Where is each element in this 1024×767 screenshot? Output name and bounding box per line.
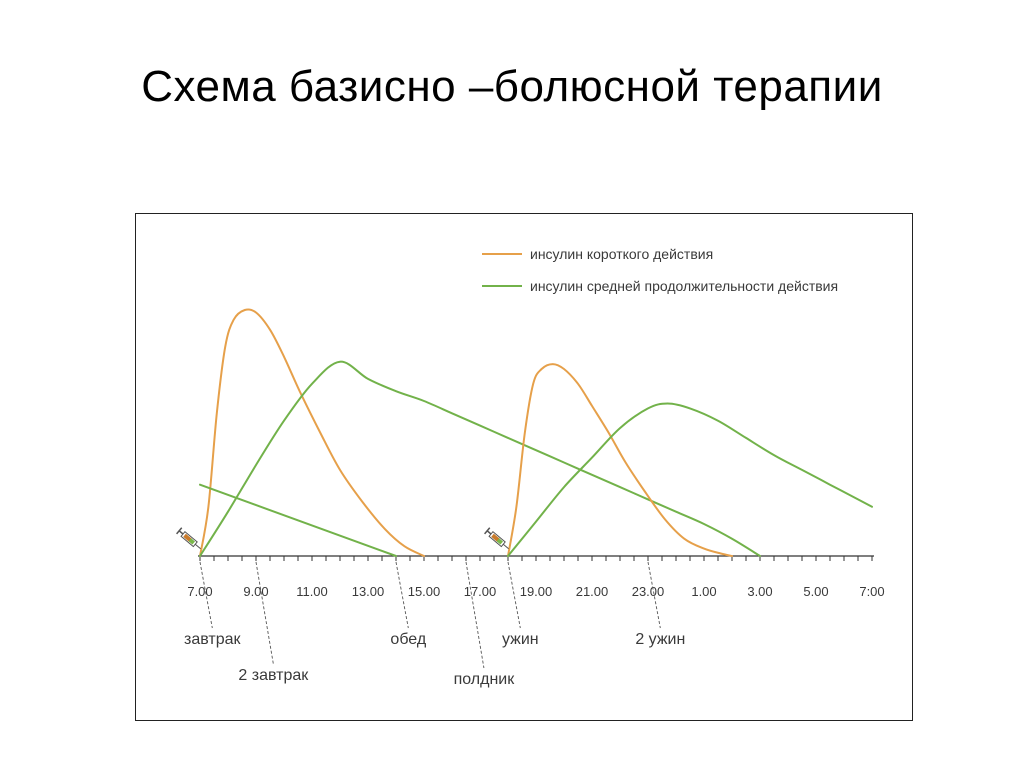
- series-line-1: [199, 360, 761, 557]
- meal-label: ужин: [502, 631, 539, 648]
- legend-label: инсулин короткого действия: [530, 246, 713, 262]
- syringe-icon: [176, 527, 201, 550]
- slide-title: Схема базисно –болюсной терапии: [141, 62, 883, 111]
- x-tick-label: 3.00: [747, 584, 772, 599]
- x-tick-label: 19.00: [520, 584, 553, 599]
- meal-label: 2 завтрак: [238, 667, 309, 684]
- insulin-therapy-chart: 7.00 9.00 11.00 13.00 15.00 17.00 19.00 21.00 23…: [176, 246, 885, 688]
- meal-label: 2 ужин: [635, 631, 685, 648]
- series-line-3: [507, 363, 733, 557]
- meal-label: обед: [390, 631, 426, 648]
- legend-label: инсулин средней продолжительности действ…: [530, 278, 838, 294]
- x-tick-label: 13.00: [352, 584, 385, 599]
- meal-label: завтрак: [184, 631, 242, 648]
- meal-leader: [465, 561, 485, 669]
- series-line-4: [507, 402, 873, 557]
- syringe-icon: [484, 527, 509, 550]
- meal-leader: [507, 561, 521, 629]
- meal-leader: [395, 561, 409, 629]
- x-tick-label: 9.00: [243, 584, 268, 599]
- series-line-2: [199, 483, 397, 557]
- meal-leader: [647, 561, 661, 629]
- meal-leader: [255, 561, 274, 665]
- x-tick-label: 7.00: [187, 584, 212, 599]
- meal-label: полдник: [454, 671, 516, 688]
- x-tick-label: 5.00: [803, 584, 828, 599]
- x-tick-label: 23.00: [632, 584, 665, 599]
- x-tick-label: 1.00: [691, 584, 716, 599]
- meal-leader: [199, 561, 213, 629]
- chart-frame: 7.00 9.00 11.00 13.00 15.00 17.00 19.00 21.00 23…: [135, 213, 913, 721]
- x-tick-label: 17.00: [464, 584, 497, 599]
- x-tick-label: 7:00: [859, 584, 884, 599]
- series-line-0: [199, 308, 425, 557]
- x-tick-label: 11.00: [296, 584, 328, 599]
- x-tick-label: 21.00: [576, 584, 609, 599]
- x-tick-label: 15.00: [408, 584, 441, 599]
